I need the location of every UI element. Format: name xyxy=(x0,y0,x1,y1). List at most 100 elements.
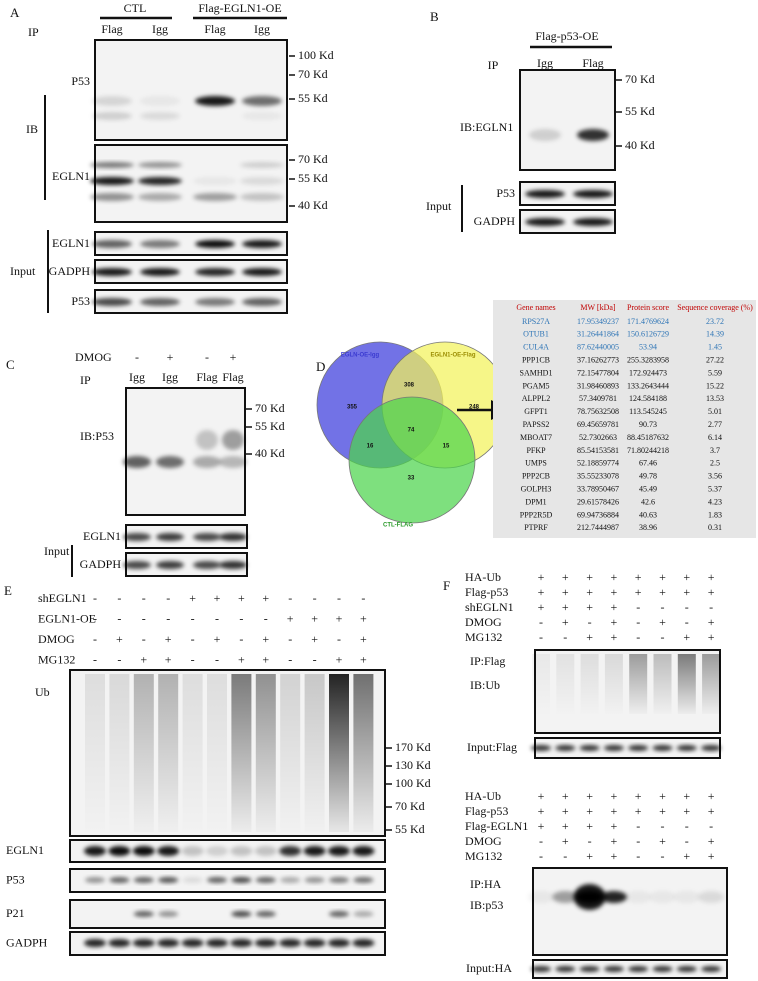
sign: + xyxy=(562,834,569,848)
table-cell: 57.3409781 xyxy=(579,394,617,403)
sign: + xyxy=(538,804,545,818)
table-cell: ALPPL2 xyxy=(522,394,550,403)
sign: + xyxy=(659,585,666,599)
table-cell: 3.56 xyxy=(708,472,722,481)
condition-label: HA-Ub xyxy=(465,570,501,584)
sign: + xyxy=(611,804,618,818)
band xyxy=(193,561,221,569)
marker: 55 Kd xyxy=(625,104,655,118)
table-cell: 255.3283958 xyxy=(627,356,669,365)
band xyxy=(219,561,247,569)
sign: - xyxy=(93,632,97,646)
band xyxy=(85,877,105,883)
lane-label: Flag xyxy=(196,370,217,384)
band xyxy=(240,162,284,168)
sign: + xyxy=(611,615,618,629)
venn-set-label: CTL-FLAG xyxy=(383,523,413,529)
venn-circle xyxy=(348,396,476,524)
sign: - xyxy=(264,611,268,625)
table-cell: 150.6126729 xyxy=(627,330,669,339)
band xyxy=(254,939,277,947)
sign: + xyxy=(708,804,715,818)
blot-label: IB:Ub xyxy=(470,678,500,692)
sign: - xyxy=(636,600,640,614)
sign: + xyxy=(683,789,690,803)
sign: - xyxy=(685,819,689,833)
venn-count: 355 xyxy=(347,405,358,411)
band xyxy=(123,561,151,569)
table-cell: PAPSS2 xyxy=(523,420,550,429)
table-cell: 42.6 xyxy=(641,497,655,506)
table-cell: 35.55233078 xyxy=(577,472,619,481)
blot-label: GADPH xyxy=(49,264,91,278)
band xyxy=(132,939,155,947)
sign: + xyxy=(562,819,569,833)
blot-label: GADPH xyxy=(474,214,516,228)
sign: - xyxy=(93,611,97,625)
marker: 40 Kd xyxy=(625,138,655,152)
sign: + xyxy=(586,630,593,644)
band xyxy=(219,533,247,541)
table-cell: 15.22 xyxy=(706,381,724,390)
band xyxy=(329,877,349,883)
marker: 40 Kd xyxy=(298,198,328,212)
sign: - xyxy=(337,632,341,646)
sign: - xyxy=(539,849,543,863)
band xyxy=(649,891,676,903)
sign: + xyxy=(336,652,343,666)
band xyxy=(123,533,151,541)
band xyxy=(676,745,697,751)
sign: - xyxy=(288,652,292,666)
band xyxy=(140,240,180,248)
sign: + xyxy=(611,630,618,644)
band xyxy=(625,891,652,903)
band xyxy=(84,846,106,856)
sign: + xyxy=(659,570,666,584)
band xyxy=(157,846,180,856)
table-cell: PTPRF xyxy=(524,523,548,532)
sign: + xyxy=(538,819,545,833)
table-cell: 31.26441864 xyxy=(577,330,619,339)
condition-label: MG132 xyxy=(38,652,75,666)
sign: + xyxy=(360,652,367,666)
band xyxy=(353,911,374,917)
sign: + xyxy=(562,600,569,614)
band xyxy=(193,456,221,468)
panel-letter: B xyxy=(430,9,439,24)
band xyxy=(577,129,609,141)
sign: + xyxy=(262,591,269,605)
table-cell: 1.83 xyxy=(708,510,722,519)
sign: - xyxy=(135,350,139,364)
marker: 55 Kd xyxy=(298,171,328,185)
band xyxy=(132,846,155,856)
marker: 70 Kd xyxy=(298,67,328,81)
table-cell: 88.45187632 xyxy=(627,433,669,442)
sign: - xyxy=(661,630,665,644)
band xyxy=(329,911,349,917)
sign: + xyxy=(683,570,690,584)
sign: + xyxy=(287,611,294,625)
sign: + xyxy=(659,615,666,629)
band xyxy=(156,456,184,468)
band xyxy=(219,456,247,468)
sign: + xyxy=(635,789,642,803)
sign: + xyxy=(562,804,569,818)
table-cell: 5.59 xyxy=(708,368,722,377)
band xyxy=(230,939,253,947)
venn-count: 248 xyxy=(469,405,480,411)
table-cell: 23.72 xyxy=(706,317,724,326)
band xyxy=(352,939,375,947)
sign: - xyxy=(142,632,146,646)
sign: + xyxy=(708,615,715,629)
lane-label: Igg xyxy=(254,22,270,36)
band xyxy=(193,177,237,185)
sign: + xyxy=(311,611,318,625)
condition-label: shEGLN1 xyxy=(38,591,87,605)
venn-count: 33 xyxy=(408,476,415,482)
table-cell: PPP2R5D xyxy=(520,510,553,519)
sign: - xyxy=(117,611,121,625)
condition-label: DMOG xyxy=(465,834,502,848)
sign: + xyxy=(165,632,172,646)
input-label: Input:Flag xyxy=(467,740,517,754)
